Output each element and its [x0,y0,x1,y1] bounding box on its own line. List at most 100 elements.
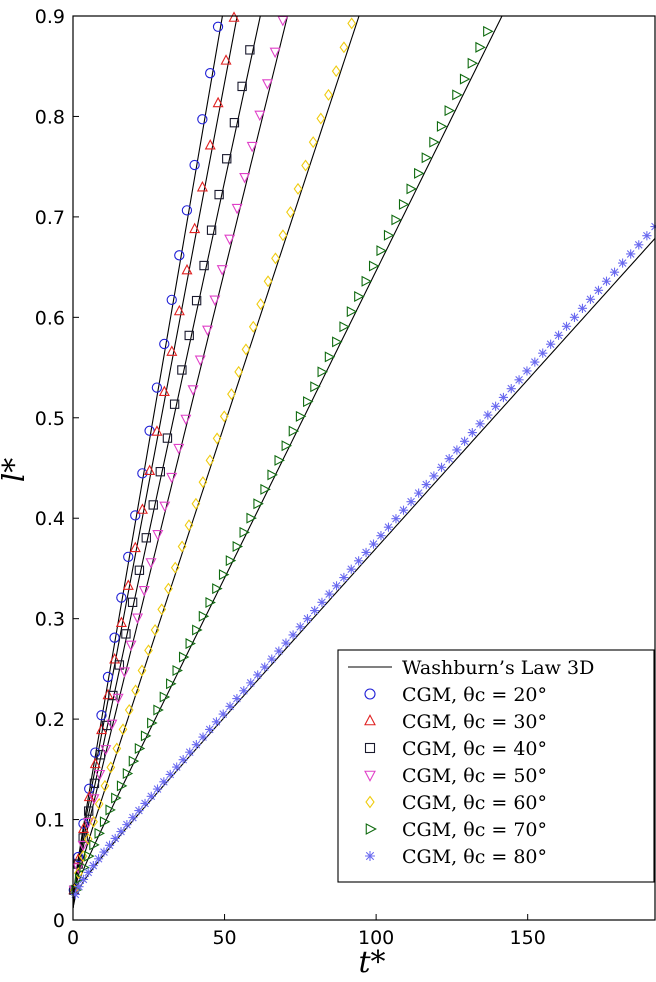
series-2-point [199,260,209,271]
series-6-point [467,427,477,438]
series-4-point [198,476,208,489]
series-0-point [181,205,193,216]
series-2-point [121,629,131,639]
series-1-point [129,541,141,553]
series-5-point [153,704,164,716]
series-6-point [421,479,431,490]
series-6-point [74,882,84,892]
legend-entry-6: CGM, θc = 80° [402,846,547,868]
series-4-point [308,136,318,149]
series-4-point [227,388,236,401]
series-4-point [164,582,173,595]
series-6-point [522,366,532,376]
series-1-point [109,652,121,664]
series-2-point [134,565,145,575]
series-2-point [148,500,158,510]
series-6-point [436,462,447,472]
series-6-point [172,762,182,772]
series-3-point [112,693,124,705]
series-5-point [414,167,425,179]
y-tick-label: 0.8 [35,106,65,128]
series-3-point [246,141,258,153]
series-3-point [239,172,251,184]
series-6-point [585,294,596,304]
series-6-point [634,240,644,250]
series-6-point [346,564,356,574]
series-3-point [202,325,214,337]
series-2-point [89,778,100,789]
series-2-point [214,189,224,200]
series-6-point [205,724,215,735]
series-4-point [278,229,288,242]
series-0-point [109,632,120,643]
x-axis-label: t* [358,945,385,980]
series-6-point [239,686,249,696]
series-0-point [123,551,134,563]
series-5-point [178,651,190,663]
series-5-point [218,569,230,581]
series-5-point [310,381,321,393]
series-5-point [346,306,358,318]
series-1-point [78,822,90,834]
series-4-point [212,432,222,445]
y-tick-label: 0.9 [35,6,65,28]
series-3-point [231,203,243,215]
series-1-point [212,96,224,108]
series-4-point [339,41,349,54]
series-5-point [172,664,183,676]
series-6-point [253,670,263,680]
series-6-point [530,357,540,367]
series-5-point [246,512,257,524]
series-6-point [288,630,298,640]
series-6-point [514,375,524,385]
series-6-point [274,646,284,656]
x-tick-label: 0 [67,927,79,949]
series-6-point [88,861,98,871]
series-3-point [254,110,266,122]
series-5-point [483,25,494,37]
legend-entry-0: CGM, θc = 20° [402,684,547,706]
series-6-point [609,267,620,277]
series-4-point [177,540,187,553]
series-2-point [222,154,232,164]
series-6-point [398,505,409,515]
series-2-point [177,365,187,375]
series-6-point [354,556,364,566]
series-1-point [228,11,240,22]
legend-swatch-2 [364,742,376,754]
series-4-point [263,275,273,288]
axes: 0 50 100 150 0 0.1 0.2 0.3 0.4 0.5 0.6 0.7 0.8 0.9 [35,6,656,949]
series-5-point [105,804,116,816]
series-3-point [100,745,112,756]
series-2-point [169,399,180,409]
series-4-point [112,742,122,755]
series-3-point [88,794,100,805]
y-axis-label: l* [0,458,32,483]
series-6-point [577,303,588,313]
series-5-point [354,290,365,303]
series-6-point [324,589,334,599]
series-6-point [146,791,156,801]
series-0-point [116,592,127,603]
series-1-point [196,180,208,192]
series-6-point [553,330,564,340]
series-4-point [170,561,180,574]
series-5-point [406,183,417,195]
series-5-point [288,425,300,437]
legend-entry-2: CGM, θc = 40° [402,738,547,760]
series-5-point [198,610,210,622]
series-3-point [145,558,157,569]
series-5-point [212,583,223,595]
series-4-point [124,704,134,717]
series-6-point [281,638,291,648]
series-5-point [376,245,387,257]
series-5-point [324,351,336,363]
series-6-point [391,514,401,524]
series-0-markers [68,21,224,896]
series-5-point [71,884,82,896]
series-2-point [127,597,138,607]
law-line-5 [73,16,503,909]
series-6-point [99,847,109,857]
series-1-point [220,54,232,65]
series-5-point [225,555,237,567]
